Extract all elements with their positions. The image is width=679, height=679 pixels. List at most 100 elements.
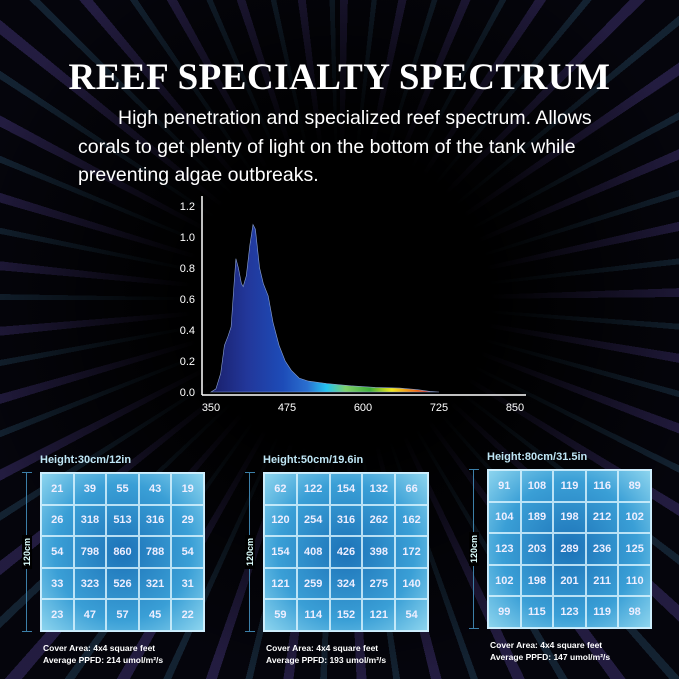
ppfd-cell: 89 [618,470,651,502]
ppfd-cell: 198 [553,501,586,534]
ppfd-cell: 114 [296,599,330,631]
side-length-label: 120cm [22,534,33,570]
dimension-ruler: 120cm [245,472,256,632]
ppfd-cell: 172 [395,536,428,568]
ppfd-cell: 798 [73,536,107,568]
ppfd-cell: 254 [296,504,330,537]
ppfd-cell: 324 [329,567,363,600]
ppfd-cell: 289 [553,533,586,565]
ppfd-cell: 860 [106,536,139,568]
y-tick-label: 1.0 [180,232,195,244]
ppfd-cell: 121 [264,567,297,600]
ppfd-cell: 211 [585,564,619,597]
ppfd-cell: 318 [73,504,107,537]
side-length-label: 120cm [469,531,480,567]
ppfd-cell: 19 [171,473,204,505]
ppfd-cell: 140 [395,567,428,600]
ppfd-cell: 212 [585,501,619,534]
ppfd-cell: 316 [138,504,172,537]
ppfd-cell: 132 [362,473,396,505]
ppfd-cell: 203 [520,533,554,565]
ppfd-cell: 154 [329,473,363,505]
ppfd-cell: 119 [585,596,619,628]
cover-area: Cover Area: 4x4 square feet [490,640,603,650]
ppfd-cell: 104 [488,501,521,534]
ppfd-cell: 33 [41,567,74,600]
grid-caption: Cover Area: 4x4 square feet Average PPFD:… [266,642,386,666]
ppfd-cell: 259 [296,567,330,600]
ppfd-cell: 26 [41,504,74,537]
cover-area: Cover Area: 4x4 square feet [266,643,379,653]
description: High penetration and specialized reef sp… [78,107,592,186]
y-tick-label: 0.2 [180,356,195,368]
ppfd-cell: 236 [585,533,619,565]
side-length-label: 120cm [245,534,256,570]
x-tick-label: 475 [278,402,296,414]
average-ppfd: Average PPFD: 193 umol/m²/s [266,655,387,665]
ppfd-cell: 57 [106,599,139,631]
ppfd-cell: 123 [488,533,521,565]
ppfd-cell: 23 [41,599,74,631]
ppfd-cell: 122 [296,473,330,505]
ppfd-cell: 108 [520,470,554,502]
ppfd-cell: 91 [488,470,521,502]
ppfd-cell: 115 [520,596,554,628]
ppfd-cell: 59 [264,599,297,631]
ppfd-cell: 54 [395,599,428,631]
ppfd-cell: 120 [264,504,297,537]
ppfd-cell: 98 [618,596,651,628]
grid-height-label: Height:50cm/19.6in [263,454,364,466]
y-tick-label: 0.0 [180,387,195,399]
ppfd-cell: 398 [362,536,396,568]
ppfd-cell: 408 [296,536,330,568]
x-tick-label: 600 [354,402,372,414]
ppfd-grid: 62 122 154 132 66 120 254 316 262 162 154 408 426 398… [263,472,429,632]
ppfd-cell: 29 [171,504,204,537]
ppfd-cell: 323 [73,567,107,600]
x-tick-label: 850 [506,402,524,414]
dimension-ruler: 120cm [469,469,480,629]
ppfd-cell: 316 [329,504,363,537]
ppfd-cell: 116 [585,470,619,502]
grid-caption: Cover Area: 4x4 square feet Average PPFD:… [490,639,610,663]
grid-height-label: Height:80cm/31.5in [487,451,588,463]
ppfd-cell: 102 [618,501,651,534]
ppfd-grid: 91 108 119 116 89 104 189 198 212 102 123 203 289 236… [487,469,652,629]
ppfd-cell: 54 [41,536,74,568]
spectrum-area [209,223,440,393]
ppfd-cell: 21 [41,473,74,505]
ppfd-cell: 54 [171,536,204,568]
ppfd-cell: 162 [395,504,428,537]
ppfd-cell: 275 [362,567,396,600]
ppfd-cell: 31 [171,567,204,600]
y-tick-label: 0.8 [180,263,195,275]
ppfd-cell: 121 [362,599,396,631]
average-ppfd: Average PPFD: 147 umol/m²/s [490,652,611,662]
y-tick-label: 0.6 [180,294,195,306]
ppfd-cell: 189 [520,501,554,534]
ppfd-cell: 513 [106,504,139,537]
ppfd-cell: 198 [520,564,554,597]
page-title: REEF SPECIALTY SPECTRUM [68,57,611,98]
ppfd-cell: 99 [488,596,521,628]
cover-area: Cover Area: 4x4 square feet [43,643,156,653]
ppfd-cell: 110 [618,564,651,597]
x-tick-label: 350 [202,402,220,414]
ppfd-cell: 262 [362,504,396,537]
ppfd-cell: 526 [106,567,139,600]
ppfd-cell: 125 [618,533,651,565]
dimension-ruler: 120cm [22,472,33,632]
ppfd-cell: 55 [106,473,139,505]
ppfd-cell: 62 [264,473,297,505]
ppfd-cell: 201 [553,564,586,597]
ppfd-cell: 22 [171,599,204,631]
ppfd-cell: 154 [264,536,297,568]
y-tick-label: 0.4 [180,325,195,337]
ppfd-cell: 119 [553,470,586,502]
ppfd-cell: 321 [138,567,172,600]
ppfd-cell: 152 [329,599,363,631]
x-tick-label: 725 [430,402,448,414]
grid-height-label: Height:30cm/12in [40,454,132,466]
ppfd-cell: 123 [553,596,586,628]
